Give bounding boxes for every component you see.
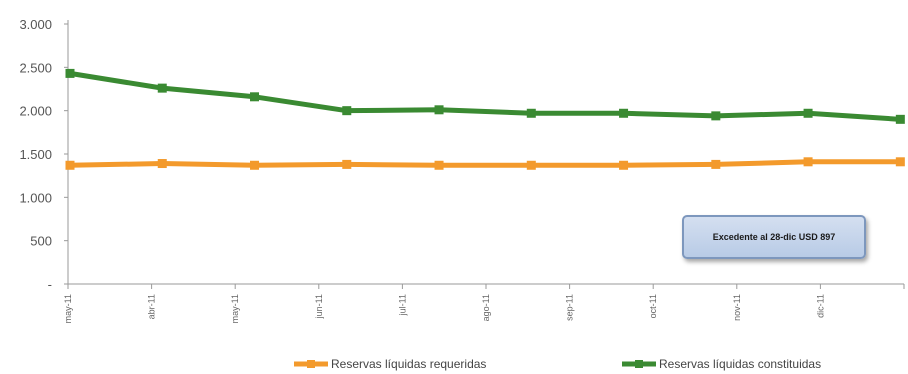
series-1-point xyxy=(803,157,813,167)
y-tick-label: 2.500 xyxy=(19,60,52,75)
y-tick-label: 500 xyxy=(30,234,52,249)
x-tick-label: ago-11 xyxy=(481,294,491,321)
legend-label-1: Reservas líquidas requeridas xyxy=(331,357,486,371)
x-tick-label: nov-11 xyxy=(732,294,742,321)
x-tick-label: jun-11 xyxy=(314,294,324,319)
series-2-point xyxy=(250,92,260,102)
series-1-point xyxy=(342,159,352,169)
series-2-point xyxy=(619,108,629,118)
legend-marker-2 xyxy=(635,360,643,368)
x-tick-label: may-11 xyxy=(63,294,73,323)
series-1-point xyxy=(711,159,721,169)
series-2-point xyxy=(434,105,444,115)
series-2-point xyxy=(803,108,813,118)
y-tick-label: - xyxy=(48,277,52,292)
legend-marker-1 xyxy=(307,360,315,368)
series-1-point xyxy=(619,160,629,170)
x-tick-label: sep-11 xyxy=(565,294,575,321)
series-2-point xyxy=(342,106,352,116)
x-tick-label: may-11 xyxy=(230,294,240,323)
series-2-point xyxy=(157,83,167,93)
series-line-1 xyxy=(69,159,901,168)
series-line-2 xyxy=(69,70,901,122)
x-tick-label: jul-11 xyxy=(397,294,407,316)
series-2-point xyxy=(65,68,75,78)
y-tick-label: 1.500 xyxy=(19,147,52,162)
series-1-point xyxy=(65,160,75,170)
x-tick-label: dic-11 xyxy=(815,294,825,318)
y-tick-label: 1.000 xyxy=(19,190,52,205)
x-tick-label: oct-11 xyxy=(648,294,658,318)
series-1-point xyxy=(434,160,444,170)
series-1-point xyxy=(157,159,167,169)
series-1-point xyxy=(895,157,905,167)
annotation-box: Excedente al 28-dic USD 897 xyxy=(682,215,866,259)
y-tick-label: 3.000 xyxy=(19,17,52,32)
y-tick-label: 2.000 xyxy=(19,104,52,119)
series-2-point xyxy=(526,108,536,118)
series-1-point xyxy=(250,160,260,170)
series-2-point xyxy=(895,114,905,124)
series-2-point xyxy=(711,111,721,121)
legend-label-2: Reservas líquidas constituidas xyxy=(659,357,821,371)
x-tick-label: abr-11 xyxy=(147,294,157,319)
series-1-point xyxy=(526,160,536,170)
